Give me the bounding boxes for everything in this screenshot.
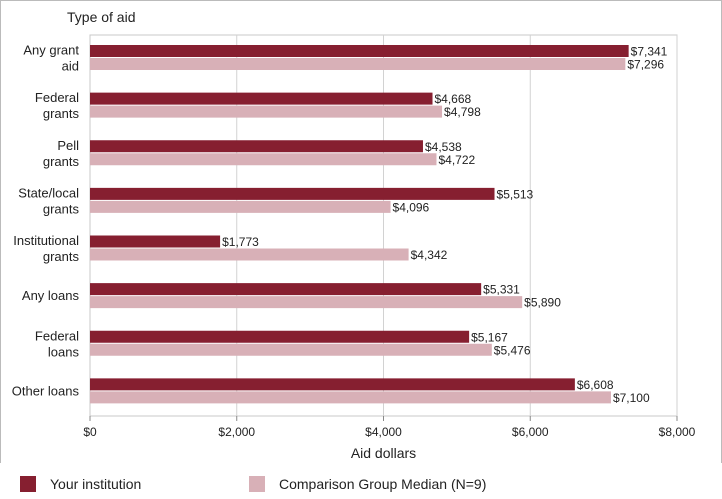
value-label: $4,538	[425, 140, 462, 154]
legend-item-comparison-median: Comparison Group Median (N=9)	[249, 475, 486, 493]
category-label: grants	[43, 201, 80, 216]
bar-comparison-median	[90, 343, 492, 356]
y-axis-title: Type of aid	[67, 9, 136, 25]
bar-comparison-median	[90, 105, 443, 118]
bar-your-institution	[90, 140, 423, 153]
bar-your-institution	[90, 235, 221, 248]
bar-your-institution	[90, 283, 482, 296]
value-label: $4,722	[438, 153, 475, 167]
x-tick-label: $2,000	[218, 425, 255, 439]
category-label: Institutional	[13, 233, 79, 248]
legend-label-comparison-median: Comparison Group Median (N=9)	[279, 476, 487, 492]
category-label: Federal	[35, 328, 79, 343]
category-label: Other loans	[12, 383, 80, 398]
legend-swatch-your-institution	[20, 476, 36, 492]
category-label: Any loans	[22, 288, 80, 303]
bar-your-institution	[90, 45, 629, 57]
x-tick-label: $8,000	[659, 425, 696, 439]
bar-chart: $0 $2,000 $4,000 $6,000 $8,000 Type of aid Aid…	[0, 0, 722, 463]
value-label: $5,331	[483, 283, 520, 297]
bar-comparison-median	[90, 391, 611, 404]
category-label: Federal	[35, 90, 79, 105]
category-label: loans	[48, 344, 80, 359]
bar-comparison-median	[90, 248, 409, 261]
value-label: $7,100	[613, 391, 650, 405]
bar-your-institution	[90, 330, 470, 343]
value-label: $1,773	[222, 235, 259, 249]
legend-swatch-comparison-median	[249, 476, 265, 492]
category-label: grants	[43, 154, 80, 169]
bar-your-institution	[90, 187, 495, 200]
category-label: State/local	[18, 185, 79, 200]
bar-comparison-median	[90, 296, 523, 309]
x-axis-title: Aid dollars	[351, 445, 416, 461]
bar-your-institution	[90, 378, 575, 391]
category-label: Pell	[57, 138, 79, 153]
value-label: $5,513	[497, 187, 534, 201]
category-label: grants	[43, 106, 80, 121]
x-tick-label: $0	[83, 425, 97, 439]
value-label: $5,890	[524, 296, 561, 310]
value-label: $6,608	[577, 378, 614, 392]
value-label: $5,476	[494, 343, 531, 357]
bar-comparison-median	[90, 200, 391, 213]
x-tick-label: $4,000	[365, 425, 402, 439]
category-label: Any grant	[23, 43, 79, 58]
x-tick-label: $6,000	[512, 425, 549, 439]
bar-comparison-median	[90, 153, 437, 166]
bar-comparison-median	[90, 58, 626, 70]
value-label: $4,798	[444, 105, 481, 119]
bar-your-institution	[90, 92, 433, 105]
legend: Your institution Comparison Group Median…	[0, 463, 722, 499]
category-label: aid	[62, 59, 79, 74]
value-label: $7,341	[631, 45, 668, 59]
value-label: $7,296	[627, 58, 664, 72]
value-label: $4,668	[435, 92, 472, 106]
legend-label-your-institution: Your institution	[50, 476, 142, 492]
value-label: $4,096	[393, 200, 430, 214]
value-label: $5,167	[471, 330, 508, 344]
value-label: $4,342	[411, 248, 448, 262]
category-label: grants	[43, 249, 80, 264]
legend-item-your-institution: Your institution	[20, 475, 141, 493]
